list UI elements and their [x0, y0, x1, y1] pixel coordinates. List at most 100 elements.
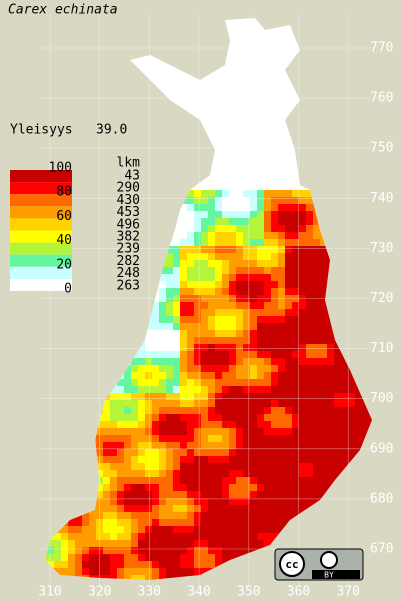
map-cell	[68, 547, 75, 554]
map-cell	[299, 232, 306, 239]
map-cell	[145, 407, 152, 414]
map-cell	[250, 477, 257, 484]
map-cell	[145, 393, 152, 400]
map-cell	[320, 414, 327, 421]
map-cell	[124, 470, 131, 477]
map-cell	[110, 505, 117, 512]
map-cell	[285, 211, 292, 218]
x-label: 360	[287, 585, 310, 600]
map-cell	[138, 477, 145, 484]
map-cell	[194, 519, 201, 526]
map-cell	[201, 330, 208, 337]
map-cell	[292, 421, 299, 428]
map-cell	[271, 232, 278, 239]
map-cell	[159, 365, 166, 372]
map-cell	[236, 316, 243, 323]
map-cell	[201, 351, 208, 358]
map-cell	[201, 316, 208, 323]
map-cell	[180, 309, 187, 316]
map-cell	[145, 575, 152, 580]
map-cell	[117, 442, 124, 449]
map-cell	[320, 393, 327, 400]
map-cell	[138, 526, 145, 533]
map-cell	[110, 400, 117, 407]
map-cell	[131, 568, 138, 575]
map-cell	[215, 316, 222, 323]
map-cell	[117, 435, 124, 442]
map-cell	[166, 407, 173, 414]
map-cell	[257, 386, 264, 393]
map-cell	[278, 351, 285, 358]
map-cell	[82, 547, 89, 554]
map-cell	[313, 421, 320, 428]
map-cell	[159, 281, 166, 288]
map-cell	[215, 281, 222, 288]
map-cell	[68, 540, 75, 547]
map-cell	[152, 491, 159, 498]
map-cell	[152, 372, 159, 379]
map-cell	[173, 449, 180, 456]
map-cell	[180, 421, 187, 428]
map-cell	[327, 393, 334, 400]
map-cell	[117, 407, 124, 414]
map-cell	[187, 498, 194, 505]
map-cell	[264, 218, 271, 225]
map-cell	[278, 463, 285, 470]
map-cell	[208, 288, 215, 295]
map-cell	[271, 498, 278, 505]
map-cell	[201, 386, 208, 393]
map-cell	[278, 400, 285, 407]
map-cell	[215, 449, 222, 456]
map-cell	[236, 463, 243, 470]
map-cell	[103, 575, 110, 580]
map-cell	[299, 190, 306, 197]
map-cell	[320, 463, 327, 470]
map-cell	[166, 463, 173, 470]
map-cell	[306, 463, 313, 470]
map-cell	[166, 421, 173, 428]
map-cell	[201, 197, 208, 204]
map-cell	[257, 428, 264, 435]
map-cell	[236, 505, 243, 512]
map-cell	[243, 197, 250, 204]
map-cell	[229, 330, 236, 337]
map-cell	[229, 386, 236, 393]
map-cell	[173, 484, 180, 491]
legend-count: 239	[117, 242, 140, 257]
map-cell	[173, 568, 180, 575]
map-cell	[271, 372, 278, 379]
map-cell	[138, 561, 145, 568]
map-cell	[320, 302, 327, 309]
map-cell	[152, 302, 159, 309]
map-cell	[362, 421, 369, 428]
map-cell	[271, 365, 278, 372]
map-cell	[166, 246, 173, 253]
map-cell	[327, 365, 334, 372]
map-cell	[313, 239, 320, 246]
y-label: 750	[370, 141, 393, 156]
x-label: 330	[138, 585, 161, 600]
map-cell	[306, 204, 313, 211]
map-cell	[201, 211, 208, 218]
map-cell	[320, 288, 327, 295]
map-cell	[222, 421, 229, 428]
map-cell	[187, 190, 194, 197]
map-cell	[47, 554, 54, 561]
map-cell	[264, 477, 271, 484]
map-cell	[187, 344, 194, 351]
map-cell	[271, 379, 278, 386]
map-cell	[278, 316, 285, 323]
map-cell	[166, 435, 173, 442]
map-cell	[201, 218, 208, 225]
map-cell	[152, 379, 159, 386]
map-cell	[131, 386, 138, 393]
map-cell	[180, 274, 187, 281]
map-cell	[236, 456, 243, 463]
map-cell	[271, 456, 278, 463]
map-cell	[320, 260, 327, 267]
map-cell	[61, 540, 68, 547]
map-cell	[110, 477, 117, 484]
map-cell	[292, 218, 299, 225]
map-cell	[201, 428, 208, 435]
map-cell	[110, 463, 117, 470]
